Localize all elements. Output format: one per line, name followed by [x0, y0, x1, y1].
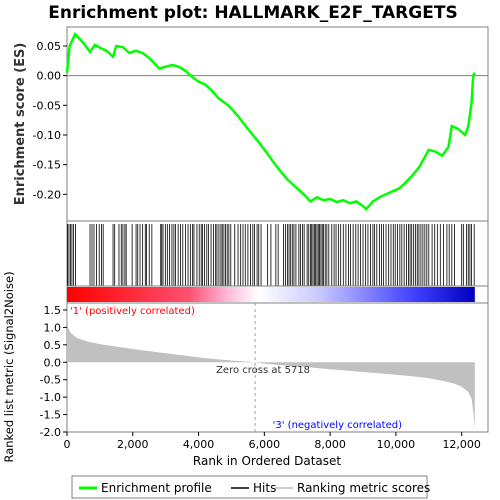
x-tick-label: 4,000	[183, 438, 215, 451]
legend-box	[71, 475, 428, 499]
metric-tick-label: -1.0	[40, 391, 61, 404]
zero-cross-label: Zero cross at 5718	[216, 365, 310, 376]
x-tick-label: 6,000	[249, 438, 281, 451]
es-axis-label: Enrichment score (ES)	[13, 43, 28, 206]
x-tick-label: 12,000	[442, 438, 481, 451]
hits-panel-frame	[66, 220, 489, 287]
es-axis-ticks: 0.05 0.00 -0.05 -0.10 -0.15 -0.20	[33, 40, 67, 201]
metric-tick-label: 1.0	[44, 321, 62, 334]
positive-correlation-label: '1' (positively correlated)	[70, 306, 195, 317]
metric-axis-ticks: 1.5 1.0 0.5 0.0 -0.5 -1.0 -1.5 -2.0	[40, 304, 67, 439]
hits-marks	[67, 224, 475, 286]
negative-correlation-label: '3' (negatively correlated)	[273, 420, 402, 431]
metric-tick-label: 0.0	[44, 356, 62, 369]
metric-axis-label: Ranked list metric (Signal2Noise)	[2, 271, 16, 462]
legend-label-hits: Hits	[253, 481, 276, 495]
legend-label-enrichment: Enrichment profile	[101, 481, 212, 495]
ranked-color-bar	[67, 287, 475, 302]
metric-tick-label: -2.0	[40, 426, 61, 439]
es-tick-label: 0.05	[37, 40, 62, 53]
legend-label-metric: Ranking metric scores	[297, 481, 430, 495]
ranking-metric-area	[67, 306, 475, 429]
metric-tick-label: -0.5	[40, 374, 61, 387]
es-tick-label: -0.05	[33, 99, 61, 112]
es-tick-label: 0.00	[37, 70, 62, 83]
es-tick-label: -0.10	[33, 129, 61, 142]
es-tick-label: -0.15	[33, 159, 61, 172]
enrichment-profile-line	[65, 31, 476, 211]
chart-title: Enrichment plot: HALLMARK_E2F_TARGETS	[48, 3, 457, 23]
metric-tick-label: 1.5	[44, 304, 62, 317]
x-tick-label: 2,000	[117, 438, 149, 451]
metric-tick-label: 0.5	[44, 339, 62, 352]
es-tick-label: -0.20	[33, 188, 61, 201]
metric-tick-label: -1.5	[40, 409, 61, 422]
x-tick-label: 8,000	[314, 438, 346, 451]
x-axis-label: Rank in Ordered Dataset	[193, 454, 341, 468]
x-tick-label: 10,000	[377, 438, 416, 451]
x-axis-ticks: 0 2,000 4,000 6,000 8,000 10,000 12,000	[64, 432, 481, 451]
x-tick-label: 0	[64, 438, 71, 451]
es-panel-frame	[66, 26, 489, 222]
